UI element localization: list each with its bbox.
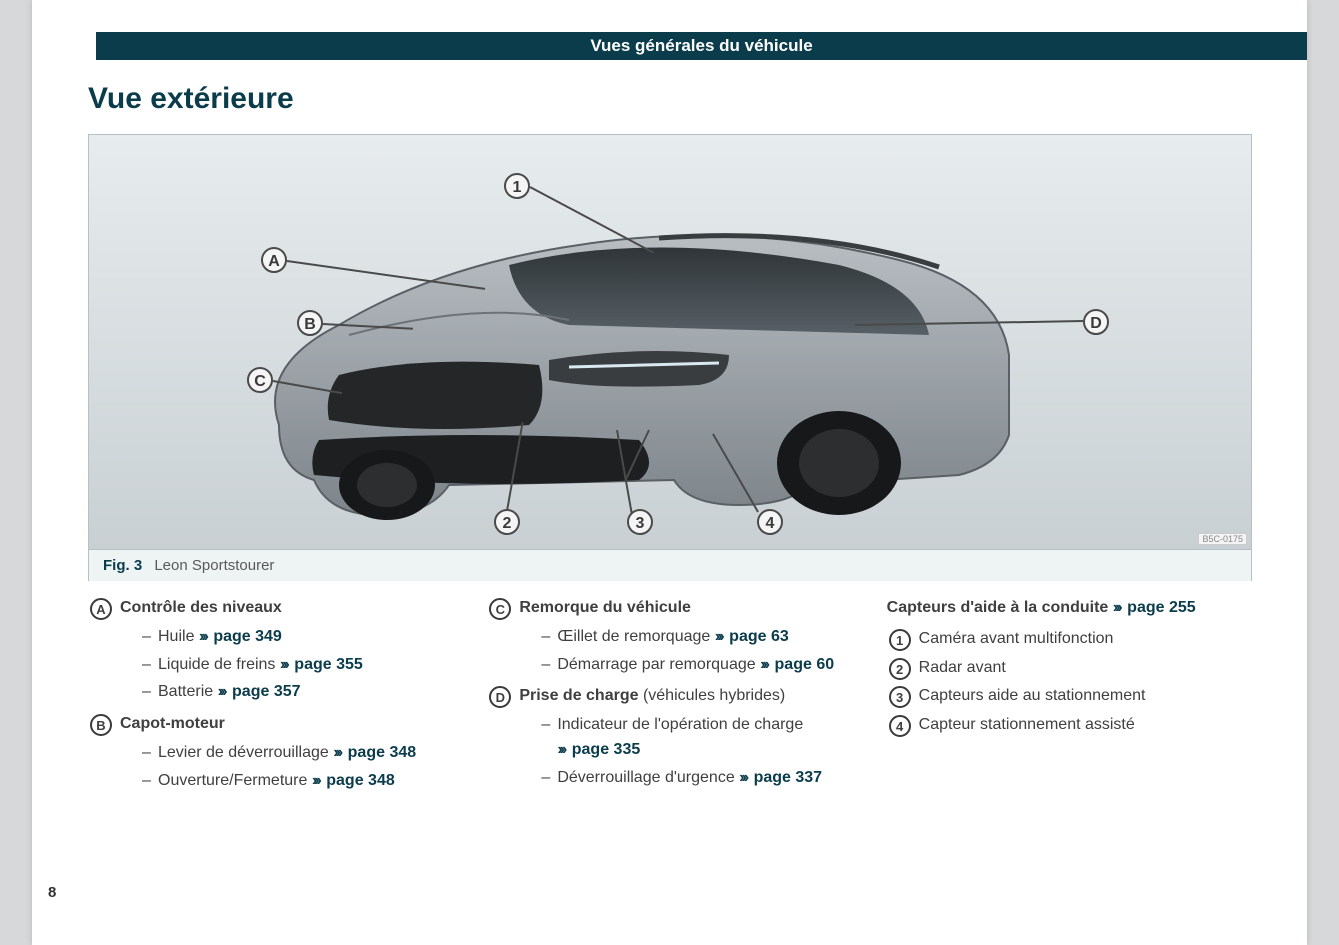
sub-item: –Démarrage par remorquage ››› page 60 bbox=[541, 653, 852, 678]
marker-circle: C bbox=[489, 598, 511, 620]
page-reference[interactable]: ››› page 348 bbox=[312, 772, 395, 789]
marker-circle: 4 bbox=[889, 715, 911, 737]
figure-number: Fig. 3 bbox=[103, 557, 142, 574]
page-reference[interactable]: ››› page 60 bbox=[760, 656, 834, 673]
page-reference[interactable]: ››› page 335 bbox=[557, 741, 640, 758]
marker-circle: D bbox=[489, 686, 511, 708]
sub-item: –Batterie ››› page 357 bbox=[142, 680, 453, 705]
image-code: B5C-0175 bbox=[1198, 533, 1247, 545]
sub-item: –Liquide de freins ››› page 355 bbox=[142, 653, 453, 678]
header-bar: Vues générales du véhicule bbox=[96, 32, 1307, 60]
marker-circle: A bbox=[90, 598, 112, 620]
item-title: Capot-moteur bbox=[120, 715, 225, 732]
sensor-item: 1Caméra avant multifonction bbox=[887, 627, 1252, 652]
header-title: Vues générales du véhicule bbox=[590, 36, 812, 55]
figure-caption-text: Leon Sportstourer bbox=[154, 557, 274, 574]
page-number: 8 bbox=[48, 884, 56, 901]
item-note: (véhicules hybrides) bbox=[639, 687, 786, 704]
marker-circle: 2 bbox=[889, 658, 911, 680]
list-item: B Capot-moteur –Levier de déverrouillage ›… bbox=[88, 712, 453, 796]
list-item: C Remorque du véhicule –Œillet de remorqua… bbox=[487, 596, 852, 680]
car-illustration bbox=[219, 205, 1059, 525]
sublist: –Œillet de remorquage ››› page 63 –Démarr… bbox=[519, 625, 852, 678]
sub-item: –Indicateur de l'opération de charge ›››… bbox=[541, 713, 852, 763]
callout-C: C bbox=[247, 367, 273, 393]
item-title: Remorque du véhicule bbox=[519, 599, 691, 616]
figure-caption: Fig. 3 Leon Sportstourer bbox=[89, 550, 1251, 581]
sub-item: –Ouverture/Fermeture ››› page 348 bbox=[142, 769, 453, 794]
page-reference[interactable]: ››› page 355 bbox=[280, 656, 363, 673]
sub-item: –Déverrouillage d'urgence ››› page 337 bbox=[541, 766, 852, 791]
page-reference[interactable]: ››› page 337 bbox=[739, 769, 822, 786]
sensor-item: 2Radar avant bbox=[887, 656, 1252, 681]
sublist: –Huile ››› page 349 –Liquide de freins ››… bbox=[120, 625, 453, 705]
column-middle: C Remorque du véhicule –Œillet de remorqua… bbox=[487, 596, 852, 801]
sensor-text: Radar avant bbox=[913, 656, 1252, 681]
sensor-text: Capteurs aide au stationnement bbox=[913, 684, 1252, 709]
callout-1: 1 bbox=[504, 173, 530, 199]
document-page: Vues générales du véhicule Vue extérieur… bbox=[32, 0, 1307, 945]
item-title: Contrôle des niveaux bbox=[120, 599, 282, 616]
page-reference[interactable]: ››› page 348 bbox=[333, 744, 416, 761]
sensors-heading: Capteurs d'aide à la conduite ››› page 2… bbox=[887, 596, 1252, 621]
page-reference[interactable]: ››› page 349 bbox=[199, 628, 282, 645]
item-title: Prise de charge bbox=[519, 687, 638, 704]
marker-circle: 3 bbox=[889, 686, 911, 708]
list-item: D Prise de charge (véhicules hybrides) –In… bbox=[487, 684, 852, 793]
page-title: Vue extérieure bbox=[88, 82, 294, 116]
page-reference[interactable]: ››› page 357 bbox=[218, 683, 301, 700]
sensor-item: 4Capteur stationnement assisté bbox=[887, 713, 1252, 738]
callout-2: 2 bbox=[494, 509, 520, 535]
figure-container: 1ABCD234 B5C-0175 Fig. 3 Leon Sportstour… bbox=[88, 134, 1252, 581]
sensor-item: 3Capteurs aide au stationnement bbox=[887, 684, 1252, 709]
figure-image: 1ABCD234 bbox=[89, 135, 1251, 550]
content-columns: A Contrôle des niveaux –Huile ››› page 349… bbox=[88, 596, 1252, 801]
page-reference[interactable]: ››› page 255 bbox=[1113, 599, 1196, 616]
sub-item: –Œillet de remorquage ››› page 63 bbox=[541, 625, 852, 650]
marker-circle: B bbox=[90, 714, 112, 736]
sensor-text: Caméra avant multifonction bbox=[913, 627, 1252, 652]
sublist: –Levier de déverrouillage ››› page 348 –O… bbox=[120, 741, 453, 794]
column-left: A Contrôle des niveaux –Huile ››› page 349… bbox=[88, 596, 453, 801]
marker-circle: 1 bbox=[889, 629, 911, 651]
page-reference[interactable]: ››› page 63 bbox=[715, 628, 789, 645]
sub-item: –Levier de déverrouillage ››› page 348 bbox=[142, 741, 453, 766]
callout-B: B bbox=[297, 310, 323, 336]
sensor-text: Capteur stationnement assisté bbox=[913, 713, 1252, 738]
callout-4: 4 bbox=[757, 509, 783, 535]
column-right: Capteurs d'aide à la conduite ››› page 2… bbox=[887, 596, 1252, 801]
callout-A: A bbox=[261, 247, 287, 273]
callout-D: D bbox=[1083, 309, 1109, 335]
sub-item: –Huile ››› page 349 bbox=[142, 625, 453, 650]
list-item: A Contrôle des niveaux –Huile ››› page 349… bbox=[88, 596, 453, 708]
sublist: –Indicateur de l'opération de charge ›››… bbox=[519, 713, 852, 790]
